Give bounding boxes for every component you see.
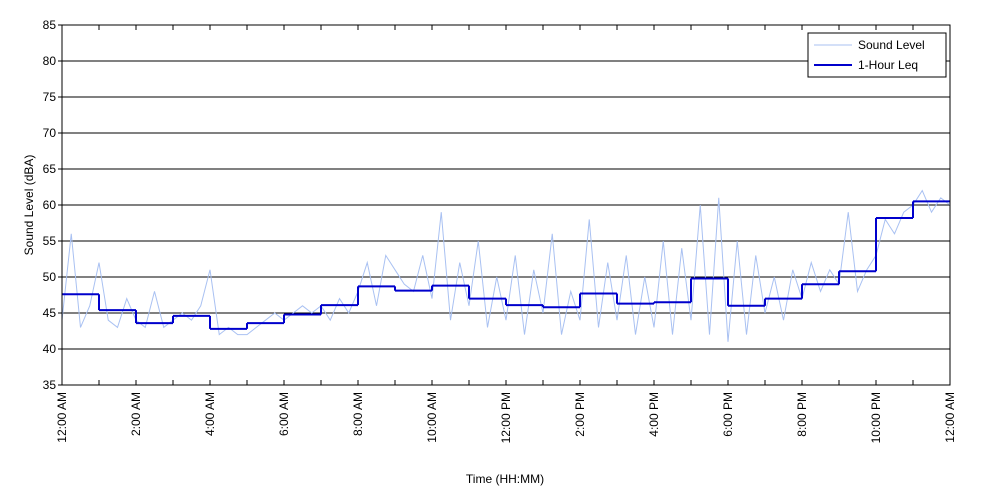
x-tick-label: 6:00 AM xyxy=(277,392,291,436)
x-tick-label: 4:00 PM xyxy=(647,392,661,437)
y-tick-label: 65 xyxy=(43,162,57,176)
y-tick-label: 55 xyxy=(43,234,57,248)
y-axis-title: Sound Level (dBA) xyxy=(22,155,36,256)
y-tick-label: 60 xyxy=(43,198,57,212)
y-tick-label: 45 xyxy=(43,306,57,320)
x-axis-title: Time (HH:MM) xyxy=(466,472,544,486)
y-tick-label: 35 xyxy=(43,378,57,392)
y-tick-label: 75 xyxy=(43,90,57,104)
x-tick-label: 12:00 AM xyxy=(55,392,69,443)
plot-frame xyxy=(61,24,951,386)
x-tick-label: 8:00 PM xyxy=(795,392,809,437)
x-tick-label: 10:00 AM xyxy=(425,392,439,443)
legend-label: 1-Hour Leq xyxy=(858,58,918,72)
legend-box xyxy=(807,32,947,78)
legend-label: Sound Level xyxy=(858,38,925,52)
y-tick-label: 85 xyxy=(43,18,57,32)
x-tick-label: 10:00 PM xyxy=(869,392,883,443)
x-tick-label: 6:00 PM xyxy=(721,392,735,437)
y-tick-label: 40 xyxy=(43,342,57,356)
x-tick-label: 12:00 PM xyxy=(499,392,513,443)
y-tick-label: 80 xyxy=(43,54,57,68)
x-tick-label: 8:00 AM xyxy=(351,392,365,436)
y-tick-label: 50 xyxy=(43,270,57,284)
x-tick-label: 12:00 AM xyxy=(943,392,957,443)
x-tick-label: 4:00 AM xyxy=(203,392,217,436)
y-tick-label: 70 xyxy=(43,126,57,140)
x-tick-label: 2:00 PM xyxy=(573,392,587,437)
x-tick-label: 2:00 AM xyxy=(129,392,143,436)
